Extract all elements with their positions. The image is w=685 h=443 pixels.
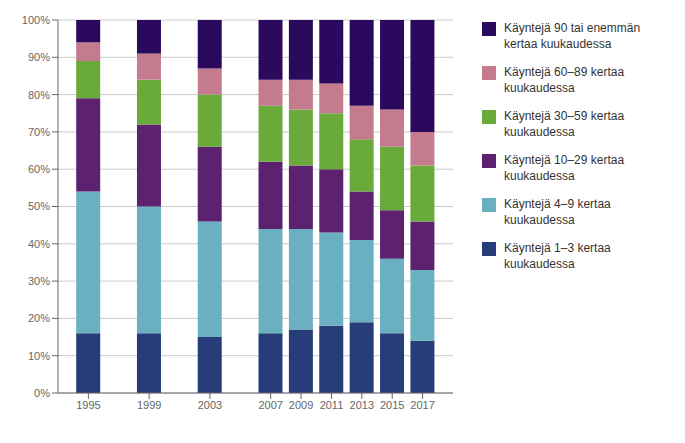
svg-text:2009: 2009	[289, 399, 313, 411]
svg-text:50%: 50%	[28, 200, 50, 212]
svg-text:30%: 30%	[28, 275, 50, 287]
svg-text:60%: 60%	[28, 163, 50, 175]
html-text:Käyntejä 1–3 kertaa kuukaudess: Käyntejä 1–3 kertaa kuukaudessa	[504, 241, 611, 271]
svg-text:40%: 40%	[28, 238, 50, 250]
svg-text:2011: 2011	[320, 399, 344, 411]
svg-text:100%: 100%	[22, 14, 50, 26]
html-text:Käyntejä 30–59 kertaa kuukaude: Käyntejä 30–59 kertaa kuukaudessa	[504, 109, 625, 139]
html-text:Käyntejä 60–89 kertaa kuukaude: Käyntejä 60–89 kertaa kuukaudessa	[504, 65, 625, 95]
html-text:Käyntejä 10–29 kertaa kuukaude: Käyntejä 10–29 kertaa kuukaudessa	[504, 153, 625, 183]
svg-text:10%: 10%	[28, 350, 50, 362]
svg-text:2013: 2013	[350, 399, 374, 411]
svg-text:1995: 1995	[76, 399, 100, 411]
svg-text:90%: 90%	[28, 51, 50, 63]
svg-text:1999: 1999	[137, 399, 161, 411]
svg-text:2017: 2017	[410, 399, 434, 411]
svg-text:2003: 2003	[198, 399, 222, 411]
svg-text:2015: 2015	[380, 399, 404, 411]
html-text:Käyntejä 90 tai enemmän kertaa: Käyntejä 90 tai enemmän kertaa kuukaudes…	[504, 21, 641, 51]
svg-text:20%: 20%	[28, 312, 50, 324]
svg-text:70%: 70%	[28, 126, 50, 138]
svg-text:80%: 80%	[28, 89, 50, 101]
svg-text:2007: 2007	[258, 399, 282, 411]
html-text:Käyntejä 4–9 kertaa kuukaudess: Käyntejä 4–9 kertaa kuukaudessa	[504, 197, 611, 227]
svg-text:0%: 0%	[34, 387, 50, 399]
